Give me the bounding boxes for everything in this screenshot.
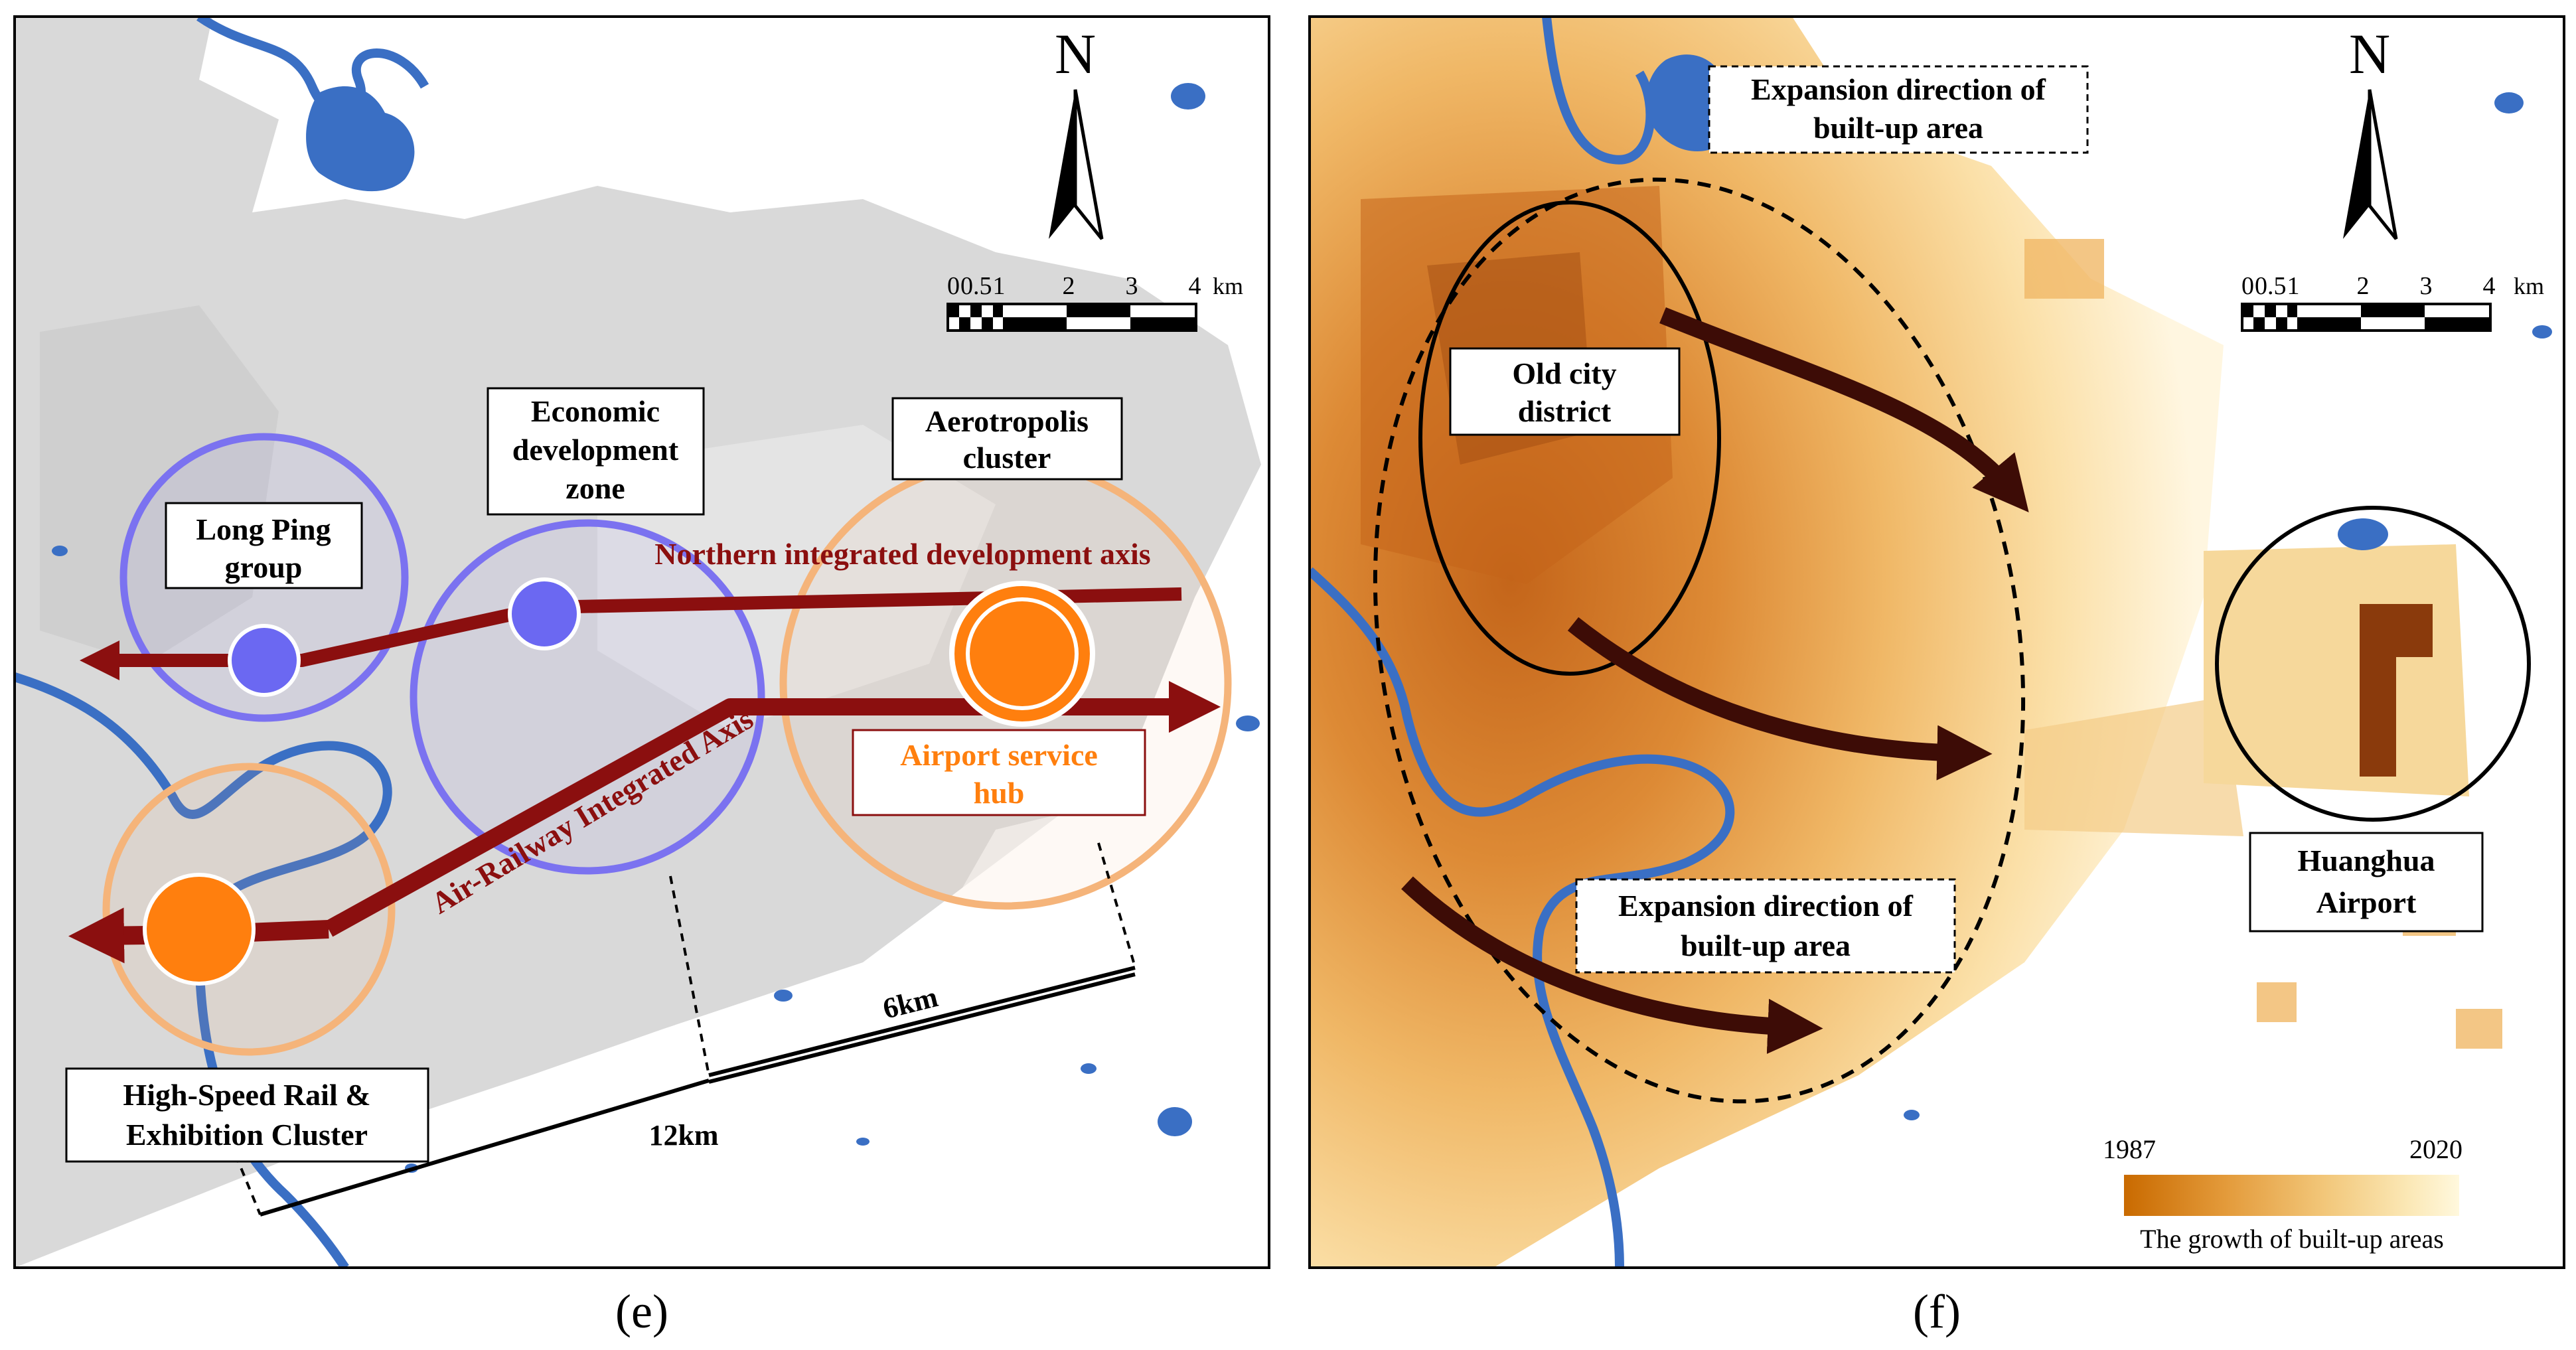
airport-hub-node [949,581,1095,727]
north-label: N [2349,22,2390,86]
airport-hub-label-line1: Airport service [900,738,1098,772]
scale-tick-2: 2 [1063,272,1075,300]
scale-tick-05: 0.5 [2255,272,2287,300]
hsr-cluster-label: High-Speed Rail & Exhibition Cluster [65,1067,429,1163]
old-city-line2: district [1518,394,1612,428]
north-label: N [1055,22,1096,86]
scale-tick-0: 0 [2241,272,2254,300]
growth-legend: 1987 2020 The growth of built-up areas [2103,1128,2559,1264]
hsr-label-line2: Exhibition Cluster [126,1118,368,1152]
distance-lines [234,842,1136,1217]
huanghua-line1: Huanghua [2297,844,2435,877]
old-city-label: Old city district [1449,347,1681,436]
airport-circle [2215,506,2531,822]
aerotropolis-label-line1: Aerotropolis [925,404,1089,438]
economic-zone-node [508,577,581,650]
aerotropolis-label: Aerotropolis cluster [891,397,1123,481]
aerotropolis-label-line2: cluster [963,441,1051,475]
old-city-line1: Old city [1512,356,1616,390]
huanghua-label: Huanghua Airport [2249,832,2484,933]
distance-12km-label: 12km [648,1119,718,1152]
hsr-node [143,873,256,986]
panel-e-caption: (e) [615,1285,668,1338]
expansion-label-bottom: Expansion direction of built-up area [1575,878,1956,974]
old-city-ellipse [1418,200,1721,676]
legend-title: The growth of built-up areas [2140,1224,2444,1254]
expansion-envelope [1373,177,2026,1104]
expansion-top-line2: built-up area [1813,111,1983,145]
expansion-bottom-line2: built-up area [1681,929,1851,962]
scale-tick-2: 2 [2357,272,2370,300]
economic-zone-label-line3: zone [566,471,625,505]
expansion-arrow-south [1401,876,1823,1054]
scale-tick-1: 1 [2287,272,2300,300]
economic-zone-label-line2: development [512,433,679,467]
airport-hub-label-line2: hub [974,776,1025,810]
scale-tick-0: 0 [947,272,960,300]
expansion-arrow-east [1659,307,2029,512]
lake [306,86,415,192]
legend-end-year: 2020 [2409,1134,2462,1164]
ponds [52,83,1260,1173]
expansion-top-line1: Expansion direction of [1751,72,2046,106]
expansion-bottom-line1: Expansion direction of [1618,889,1914,923]
economic-zone-label: Economic development zone [487,387,705,516]
scale-tick-1: 1 [993,272,1006,300]
economic-zone-label-line1: Economic [531,394,660,428]
scale-tick-3: 3 [1126,272,1138,300]
scale-tick-05: 0.5 [960,272,992,300]
north-arrow-icon: N [2343,22,2398,240]
legend-start-year: 1987 [2103,1134,2156,1164]
panel-f-frame [1308,15,2565,1269]
panel-f-caption: (f) [1913,1285,1961,1338]
panel-f-map: Expansion direction of built-up area Old… [1310,17,2564,1268]
airport-hub-label: Airport service hub [852,729,1146,816]
scale-bar: 0 0.5 1 2 3 4 km [2241,272,2544,332]
scale-tick-3: 3 [2420,272,2433,300]
scale-tick-4: 4 [2483,272,2496,300]
panel-e-frame [13,15,1270,1269]
scale-unit: km [1213,273,1243,299]
scale-bar: 0 0.5 1 2 3 4 km [947,272,1243,332]
expansion-arrow-southeast [1567,617,1993,781]
scale-unit: km [2514,273,2544,299]
northern-axis-arrow [80,587,1182,680]
panel-e-map: Long Ping group Economic development zon… [15,17,1269,1268]
legend-gradient-bar [2124,1175,2459,1216]
long-ping-label: Long Ping group [165,502,363,589]
huanghua-line2: Airport [2316,885,2417,919]
long-ping-node [228,624,301,697]
expansion-label-top: Expansion direction of built-up area [1708,65,2089,154]
north-arrow-icon: N [1049,22,1104,240]
northern-axis-label: Northern integrated development axis [654,537,1150,571]
long-ping-label-line1: Long Ping [196,512,331,546]
long-ping-label-line2: group [225,550,303,584]
scale-tick-4: 4 [1189,272,1201,300]
hsr-label-line1: High-Speed Rail & [123,1078,370,1112]
